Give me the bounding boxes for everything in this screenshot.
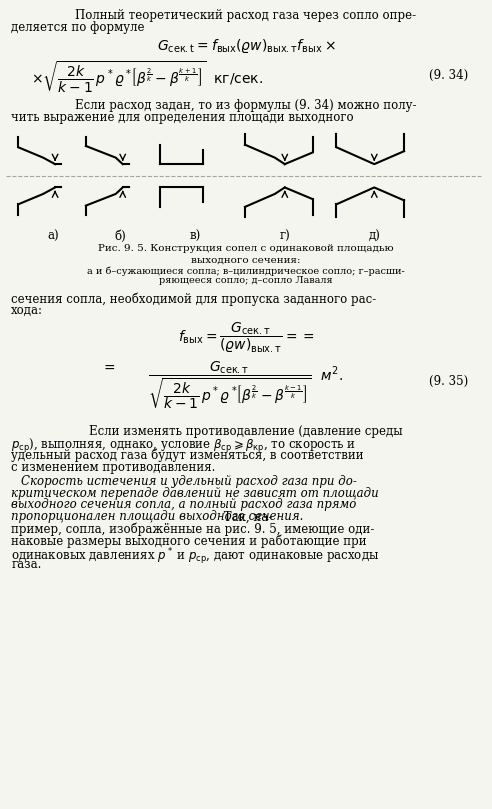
- Text: деляется по формуле: деляется по формуле: [11, 21, 145, 34]
- Text: а и б–сужающиеся сопла; в–цилиндрическое сопло; г–расши-: а и б–сужающиеся сопла; в–цилиндрическое…: [87, 266, 405, 276]
- Text: пример, сопла, изображённые на рис. 9. 5, имеющие оди-: пример, сопла, изображённые на рис. 9. 5…: [11, 523, 375, 536]
- Text: $=$: $=$: [101, 360, 116, 374]
- Text: в): в): [189, 231, 201, 244]
- Text: Скорость истечения и удельный расход газа при до-: Скорость истечения и удельный расход газ…: [21, 475, 357, 488]
- Text: б): б): [115, 231, 126, 244]
- Text: наковые размеры выходного сечения и работающие при: наковые размеры выходного сечения и рабо…: [11, 535, 367, 548]
- Text: $p_{\rm ср}$), выполняя, однако, условие $\beta_{\rm ср}\geqslant\beta_{\rm кр}$: $p_{\rm ср}$), выполняя, однако, условие…: [11, 437, 357, 455]
- Text: Если расход задан, то из формулы (9. 34) можно полу-: Если расход задан, то из формулы (9. 34)…: [75, 99, 417, 112]
- Text: $\dfrac{G_{\rm сек.т}}{\sqrt{\dfrac{2k}{k-1}\,p^*\varrho^*\!\left[\beta^{\frac{2: $\dfrac{G_{\rm сек.т}}{\sqrt{\dfrac{2k}{…: [149, 360, 343, 413]
- Text: выходного сечения:: выходного сечения:: [191, 256, 301, 265]
- Text: г): г): [279, 231, 290, 244]
- Text: чить выражение для определения площади выходного: чить выражение для определения площади в…: [11, 111, 354, 124]
- Text: с изменением противодавления.: с изменением противодавления.: [11, 460, 215, 473]
- Text: $\times\sqrt{\dfrac{2k}{k-1}\,p^*\varrho^*\!\left[\beta^{\frac{2}{k}}-\beta^{\fr: $\times\sqrt{\dfrac{2k}{k-1}\,p^*\varrho…: [31, 59, 263, 95]
- Text: удельный расход газа будут изменяться, в соответствии: удельный расход газа будут изменяться, в…: [11, 449, 364, 462]
- Text: д): д): [369, 231, 380, 244]
- Text: а): а): [47, 231, 59, 244]
- Text: одинаковых давлениях $p^*$ и $p_{\rm ср}$, дают одинаковые расходы: одинаковых давлениях $p^*$ и $p_{\rm ср}…: [11, 546, 379, 567]
- Text: $G_{\rm сек.t} = f_{\rm вых}(\varrho w)_{\rm вых.т}f_{\rm вых}\times$: $G_{\rm сек.t} = f_{\rm вых}(\varrho w)_…: [156, 37, 336, 55]
- Text: (9. 34): (9. 34): [429, 69, 468, 83]
- Text: критическом перепаде давлений не зависят от площади: критическом перепаде давлений не зависят…: [11, 486, 379, 499]
- Text: Если изменять противодавление (давление среды: Если изменять противодавление (давление …: [89, 425, 403, 438]
- Text: пропорционален площади выходного сечения.: пропорционален площади выходного сечения…: [11, 510, 304, 523]
- Text: газа.: газа.: [11, 558, 42, 571]
- Text: ряющееся сопло; д–сопло Лаваля: ряющееся сопло; д–сопло Лаваля: [159, 276, 333, 286]
- Text: Так, на-: Так, на-: [220, 510, 273, 523]
- Text: $f_{\rm вых} = \dfrac{G_{\rm сек.т}}{(\varrho w)_{\rm вых.т}} ==$: $f_{\rm вых} = \dfrac{G_{\rm сек.т}}{(\v…: [178, 320, 314, 355]
- Text: (9. 35): (9. 35): [429, 375, 468, 388]
- Text: Рис. 9. 5. Конструкция сопел с одинаковой площадью: Рис. 9. 5. Конструкция сопел с одинаково…: [98, 244, 394, 253]
- Text: Полный теоретический расход газа через сопло опре-: Полный теоретический расход газа через с…: [75, 10, 417, 23]
- Text: хода:: хода:: [11, 304, 43, 317]
- Text: сечения сопла, необходимой для пропуска заданного рас-: сечения сопла, необходимой для пропуска …: [11, 292, 376, 306]
- Text: выходного сечения сопла, а полный расход газа прямо: выходного сечения сопла, а полный расход…: [11, 498, 357, 511]
